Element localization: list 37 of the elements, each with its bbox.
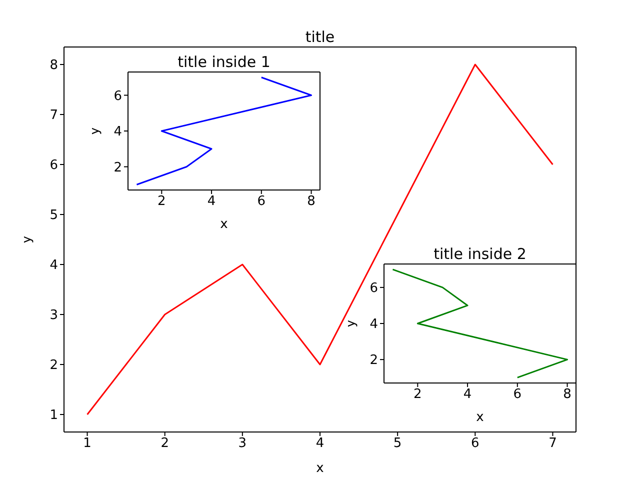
y-tick-label: 1 — [50, 408, 58, 424]
x-tick-label: 2 — [158, 194, 166, 210]
y-tick-label: 2 — [114, 160, 122, 176]
y-tick-label: 4 — [370, 317, 378, 332]
y-tick-label: 4 — [114, 124, 122, 140]
y-tick-label: 6 — [370, 281, 378, 296]
y-tick-label: 7 — [50, 108, 58, 124]
x-tick-label: 4 — [463, 387, 472, 402]
line-series — [136, 76, 312, 186]
x-tick-label: 2 — [160, 436, 169, 452]
x-tick-label: 6 — [513, 387, 522, 402]
x-tick-label: 3 — [238, 436, 247, 452]
x-tick-label: 8 — [563, 387, 572, 402]
line-series — [392, 268, 568, 378]
y-tick-label: 6 — [114, 88, 122, 104]
y-tick-label: 8 — [50, 58, 58, 74]
x-tick-label: 1 — [83, 436, 92, 452]
y-tick-label: 3 — [50, 308, 58, 324]
x-axis-title: x — [220, 217, 228, 232]
x-tick-label: 6 — [471, 436, 480, 452]
y-tick-label: 6 — [50, 158, 58, 174]
y-tick-label: 4 — [50, 258, 58, 274]
x-tick-label: 4 — [207, 194, 216, 210]
chart-title: title inside 2 — [434, 245, 526, 263]
x-tick-label: 7 — [548, 436, 557, 452]
x-tick-label: 2 — [414, 387, 422, 402]
x-axis-title: x — [476, 410, 484, 425]
y-tick-label: 5 — [50, 208, 58, 224]
chart-title: title — [305, 28, 335, 46]
x-axis-title: x — [316, 461, 324, 476]
x-tick-label: 4 — [316, 436, 324, 452]
x-tick-label: 8 — [307, 194, 316, 210]
chart-title: title inside 1 — [178, 53, 270, 71]
y-tick-label: 2 — [370, 353, 378, 368]
x-tick-label: 5 — [393, 436, 402, 452]
x-tick-label: 6 — [257, 194, 266, 210]
y-tick-label: 2 — [50, 358, 58, 374]
